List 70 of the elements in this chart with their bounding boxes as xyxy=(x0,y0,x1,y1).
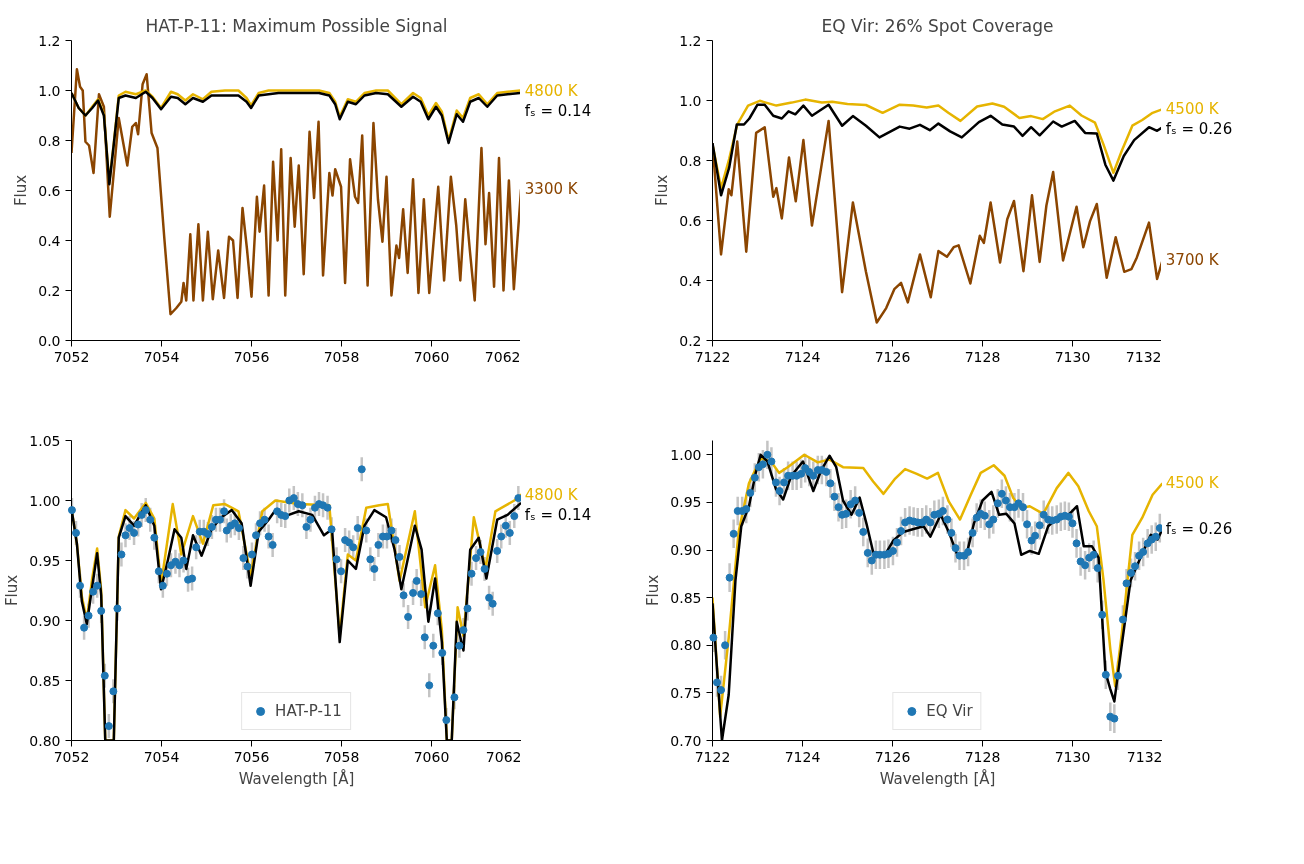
series-label: fₛ = 0.14 xyxy=(524,505,592,524)
y-axis-title: Flux xyxy=(3,574,22,607)
y-axis-title: Flux xyxy=(12,174,31,207)
legend-label: HAT-P-11 xyxy=(275,702,342,720)
y-tick-label: 0.4 xyxy=(679,272,702,289)
y-tick-label: 0.75 xyxy=(670,684,702,701)
x-tick-label: 7052 xyxy=(53,748,90,765)
y-tick-label: 0.8 xyxy=(38,132,61,149)
y-axis-title: Flux xyxy=(644,574,663,607)
x-tick-label: 7060 xyxy=(413,748,450,765)
series-label: 4800 K xyxy=(524,81,579,100)
y-tick-label: 0.2 xyxy=(679,332,702,349)
x-tick-label: 7052 xyxy=(53,348,90,365)
y-tick-label: 0.90 xyxy=(29,612,61,629)
x-tick-label: 7124 xyxy=(784,348,821,365)
x-tick-label: 7126 xyxy=(874,748,911,765)
y-tick-label: 1.00 xyxy=(670,446,702,463)
y-tick-label: 0.95 xyxy=(670,494,702,511)
y-tick-label: 1.0 xyxy=(679,92,702,109)
x-tick-label: 7056 xyxy=(233,348,270,365)
x-axis-title: Wavelength [Å] xyxy=(879,768,996,788)
y-tick-label: 0.85 xyxy=(29,672,61,689)
x-tick-label: 7060 xyxy=(413,348,450,365)
x-tick-label: 7058 xyxy=(323,748,360,765)
x-tick-label: 7054 xyxy=(143,348,180,365)
x-tick-label: 7122 xyxy=(694,348,731,365)
series-label: fₛ = 0.26 xyxy=(1165,120,1233,139)
x-tick-label: 7132 xyxy=(1126,748,1163,765)
x-tick-label: 7126 xyxy=(874,348,911,365)
y-tick-label: 0.95 xyxy=(29,552,61,569)
y-tick-label: 0.90 xyxy=(670,542,702,559)
y-tick-label: 1.0 xyxy=(38,82,61,99)
legend-label: EQ Vir xyxy=(926,702,973,720)
y-tick-label: 0.80 xyxy=(29,732,61,749)
y-tick-label: 1.2 xyxy=(679,32,702,49)
x-tick-label: 7054 xyxy=(143,748,180,765)
chart-title: EQ Vir: 26% Spot Coverage xyxy=(821,15,1054,36)
y-tick-label: 1.2 xyxy=(38,32,61,49)
x-tick-label: 7124 xyxy=(784,748,821,765)
y-tick-label: 1.05 xyxy=(29,432,61,449)
x-tick-label: 7122 xyxy=(694,748,731,765)
y-tick-label: 0.4 xyxy=(38,232,61,249)
series-label: 4800 K xyxy=(524,485,579,504)
series-label: 3700 K xyxy=(1165,251,1220,270)
y-tick-label: 0.6 xyxy=(679,212,702,229)
x-tick-label: 7132 xyxy=(1125,348,1162,365)
y-tick-label: 0.6 xyxy=(38,182,61,199)
y-tick-label: 0.8 xyxy=(679,152,702,169)
y-tick-label: 0.2 xyxy=(38,282,61,299)
y-tick-label: 0.80 xyxy=(670,637,702,654)
x-tick-label: 7130 xyxy=(1054,748,1091,765)
x-tick-label: 7058 xyxy=(323,348,360,365)
y-tick-label: 0.85 xyxy=(670,589,702,606)
series-label: 4500 K xyxy=(1165,100,1220,119)
y-tick-label: 0.0 xyxy=(38,332,61,349)
x-tick-label: 7128 xyxy=(964,748,1001,765)
x-axis-title: Wavelength [Å] xyxy=(238,768,355,788)
x-tick-label: 7130 xyxy=(1054,348,1091,365)
chart-title: HAT-P-11: Maximum Possible Signal xyxy=(145,15,448,36)
series-label: fₛ = 0.26 xyxy=(1165,520,1233,539)
series-label: 3300 K xyxy=(524,180,579,199)
y-axis-title: Flux xyxy=(653,174,672,207)
y-tick-label: 1.00 xyxy=(29,492,61,509)
x-tick-label: 7056 xyxy=(233,748,270,765)
series-label: 4500 K xyxy=(1165,474,1220,493)
y-tick-label: 0.70 xyxy=(670,732,702,749)
x-tick-label: 7062 xyxy=(484,348,521,365)
x-tick-label: 7062 xyxy=(485,748,522,765)
x-tick-label: 7128 xyxy=(964,348,1001,365)
series-label: fₛ = 0.14 xyxy=(524,101,592,120)
